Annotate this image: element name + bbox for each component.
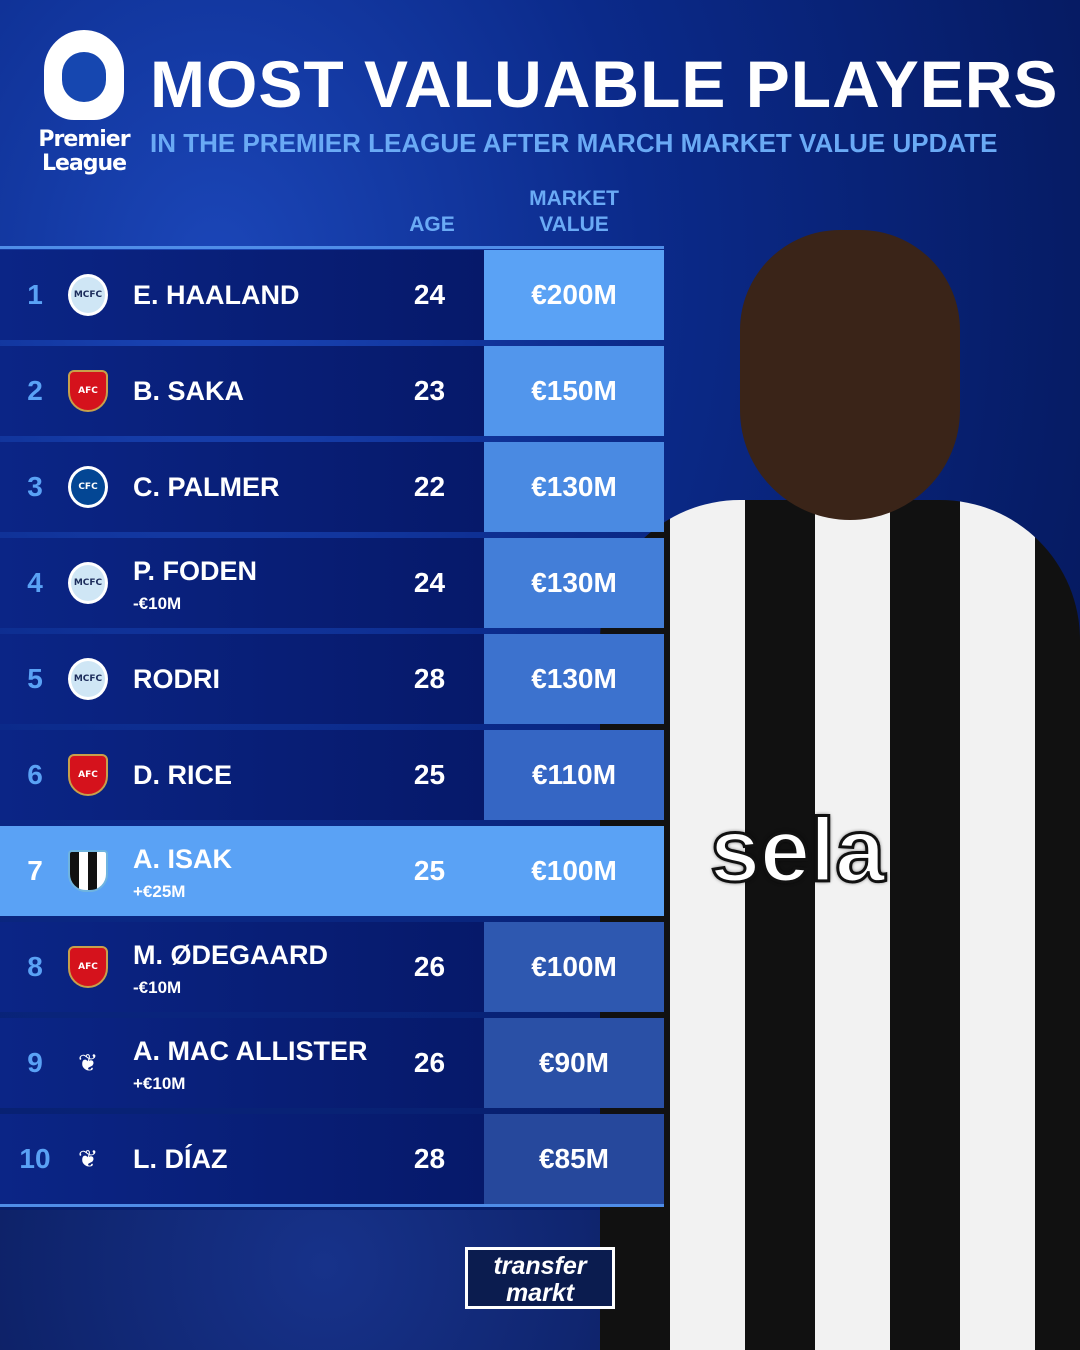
club-crest-icon: ❦ (77, 1049, 99, 1077)
rank: 5 (27, 663, 43, 694)
club-crest-icon: MCFC (68, 562, 108, 604)
premier-league-logo: Premier League (34, 30, 134, 176)
transfermarkt-logo: transfer markt (465, 1247, 615, 1309)
market-value: €100M (484, 922, 664, 1012)
market-value: €150M (484, 346, 664, 436)
player-age: 22 (413, 471, 446, 502)
player-name: D. RICE (133, 760, 233, 790)
rank: 10 (19, 1143, 51, 1174)
rank: 8 (27, 951, 43, 982)
rank: 2 (27, 375, 43, 406)
market-value: €200M (484, 250, 664, 340)
table-row: 9 ❦ A. MAC ALLISTER +€10M 26 €90M (0, 1018, 664, 1108)
club-crest-icon: ❦ (77, 1145, 99, 1173)
rank: 1 (27, 279, 43, 310)
club-crest-icon: AFC (68, 370, 108, 412)
brand-line: transfer (493, 1252, 587, 1280)
column-header-age: AGE (409, 213, 455, 236)
table-row: 1 MCFC E. HAALAND 24 €200M (0, 250, 664, 340)
divider (0, 1204, 664, 1207)
player-age: 24 (413, 567, 446, 598)
player-name: M. ØDEGAARD (133, 940, 328, 970)
row-background (0, 1114, 484, 1204)
brand-line: markt (505, 1279, 575, 1307)
player-name: P. FODEN (133, 556, 258, 586)
table-row: 7 A. ISAK +€25M 25 €100M (0, 826, 664, 916)
column-header-market-value: MARKET VALUE (484, 186, 664, 238)
table-row: 8 AFC M. ØDEGAARD -€10M 26 €100M (0, 922, 664, 1012)
player-head (740, 230, 960, 520)
divider (0, 246, 664, 249)
rank: 7 (27, 855, 43, 886)
table-row: 6 AFC D. RICE 25 €110M (0, 730, 664, 820)
player-age: 28 (413, 663, 446, 694)
player-age: 25 (413, 759, 446, 790)
club-crest-icon: MCFC (68, 274, 108, 316)
rank: 4 (27, 567, 43, 598)
shirt-sponsor: sela (708, 800, 886, 903)
logo-text: Premier League (38, 127, 130, 176)
club-crest-icon: AFC (68, 754, 108, 796)
rank: 3 (27, 471, 43, 502)
table-row: 5 MCFC RODRI 28 €130M (0, 634, 664, 724)
column-header-line: VALUE (539, 213, 609, 236)
club-crest-icon: MCFC (68, 658, 108, 700)
player-name: L. DÍAZ (133, 1144, 228, 1174)
player-age: 26 (413, 1047, 446, 1078)
player-age: 28 (413, 1143, 446, 1174)
player-photo: sela (600, 230, 1080, 1350)
club-crest-icon: AFC (68, 946, 108, 988)
player-name: RODRI (133, 664, 220, 694)
rank: 6 (27, 759, 43, 790)
page-subtitle: IN THE PREMIER LEAGUE AFTER MARCH MARKET… (150, 128, 998, 158)
market-value: €130M (484, 634, 664, 724)
player-name: A. MAC ALLISTER (133, 1036, 368, 1066)
table-row: 4 MCFC P. FODEN -€10M 24 €130M (0, 538, 664, 628)
table-row: 10 ❦ L. DÍAZ 28 €85M (0, 1114, 664, 1204)
table-row: 2 AFC B. SAKA 23 €150M (0, 346, 664, 436)
market-value: €90M (484, 1018, 664, 1108)
value-change: +€10M (133, 1074, 186, 1093)
player-age: 25 (413, 855, 446, 886)
player-age: 26 (413, 951, 446, 982)
value-change: -€10M (133, 594, 182, 613)
rank: 9 (27, 1047, 43, 1078)
market-value: €100M (484, 826, 664, 916)
column-header-line: MARKET (529, 187, 619, 210)
player-name: A. ISAK (133, 844, 233, 874)
lion-icon (44, 30, 124, 120)
player-age: 23 (413, 375, 446, 406)
row-background (0, 1018, 484, 1108)
club-crest-icon: CFC (68, 466, 108, 508)
market-value: €110M (484, 730, 664, 820)
player-name: C. PALMER (133, 472, 280, 502)
player-name: E. HAALAND (133, 280, 300, 310)
table-row: 3 CFC C. PALMER 22 €130M (0, 442, 664, 532)
market-value: €130M (484, 538, 664, 628)
value-change: +€25M (133, 882, 186, 901)
player-age: 24 (413, 279, 446, 310)
page-title: MOST VALUABLE PLAYERS (150, 47, 1059, 121)
value-change: -€10M (133, 978, 182, 997)
market-value: €85M (484, 1114, 664, 1204)
market-value: €130M (484, 442, 664, 532)
club-crest-icon (68, 850, 108, 892)
newcastle-shirt: sela (600, 500, 1080, 1350)
player-name: B. SAKA (133, 376, 245, 406)
